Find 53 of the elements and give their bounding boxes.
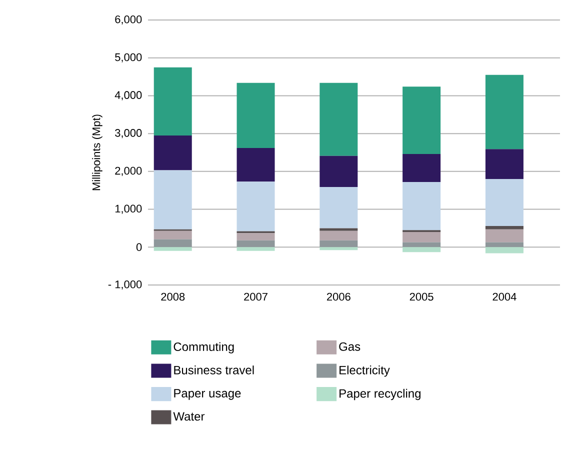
bar [485, 74, 524, 150]
bar [402, 242, 441, 248]
bar [236, 82, 275, 148]
bar [236, 247, 275, 251]
bar [402, 154, 441, 182]
bar [320, 247, 358, 250]
y-axis-title: Millipoints (Mpt) [92, 114, 102, 190]
bar [236, 182, 275, 232]
y-tick-label: 0 [136, 243, 142, 252]
legend-label: Business travel [174, 366, 254, 374]
bar [154, 247, 192, 251]
bar [320, 230, 358, 240]
bar [236, 148, 275, 182]
bar [154, 170, 192, 230]
bar [485, 179, 524, 226]
bar [485, 229, 524, 242]
legend-label: Water [173, 412, 205, 421]
bar [320, 156, 358, 187]
bar [485, 226, 524, 230]
x-tick-label: 2004 [492, 292, 516, 301]
x-tick-label: 2005 [410, 292, 434, 301]
y-tick-label: 5,000 [115, 53, 142, 62]
x-tick-label: 2008 [161, 292, 185, 301]
bar [485, 242, 524, 248]
y-tick-label: 2,000 [115, 166, 142, 176]
legend-label: Paper recycling [340, 388, 420, 400]
x-tick-label: 2007 [244, 292, 268, 301]
bar [402, 247, 441, 252]
bar [485, 247, 524, 254]
y-tick-label: 1,000 [115, 204, 142, 214]
y-tick-label: 4,000 [114, 91, 142, 100]
bar [320, 82, 358, 156]
y-tick-label: - 1,000 [108, 280, 142, 290]
bar [154, 239, 192, 248]
legend-label: Commuting [174, 342, 234, 354]
bar [236, 240, 275, 248]
bar [320, 240, 358, 248]
bar [485, 149, 524, 179]
bar [154, 67, 192, 136]
bar [320, 228, 358, 231]
bar [320, 186, 358, 228]
legend-label: Gas [339, 342, 360, 351]
y-tick-label: 3,000 [115, 129, 142, 138]
bar [402, 86, 441, 154]
y-tick-label: 6,000 [115, 15, 142, 25]
bar [402, 232, 441, 242]
legend-label: Electricity [340, 366, 390, 377]
bar [236, 233, 275, 240]
legend-label: Paper usage [174, 389, 241, 400]
bar [154, 230, 192, 240]
x-tick-label: 2006 [326, 292, 350, 301]
bar [402, 182, 441, 230]
bar [154, 135, 192, 170]
